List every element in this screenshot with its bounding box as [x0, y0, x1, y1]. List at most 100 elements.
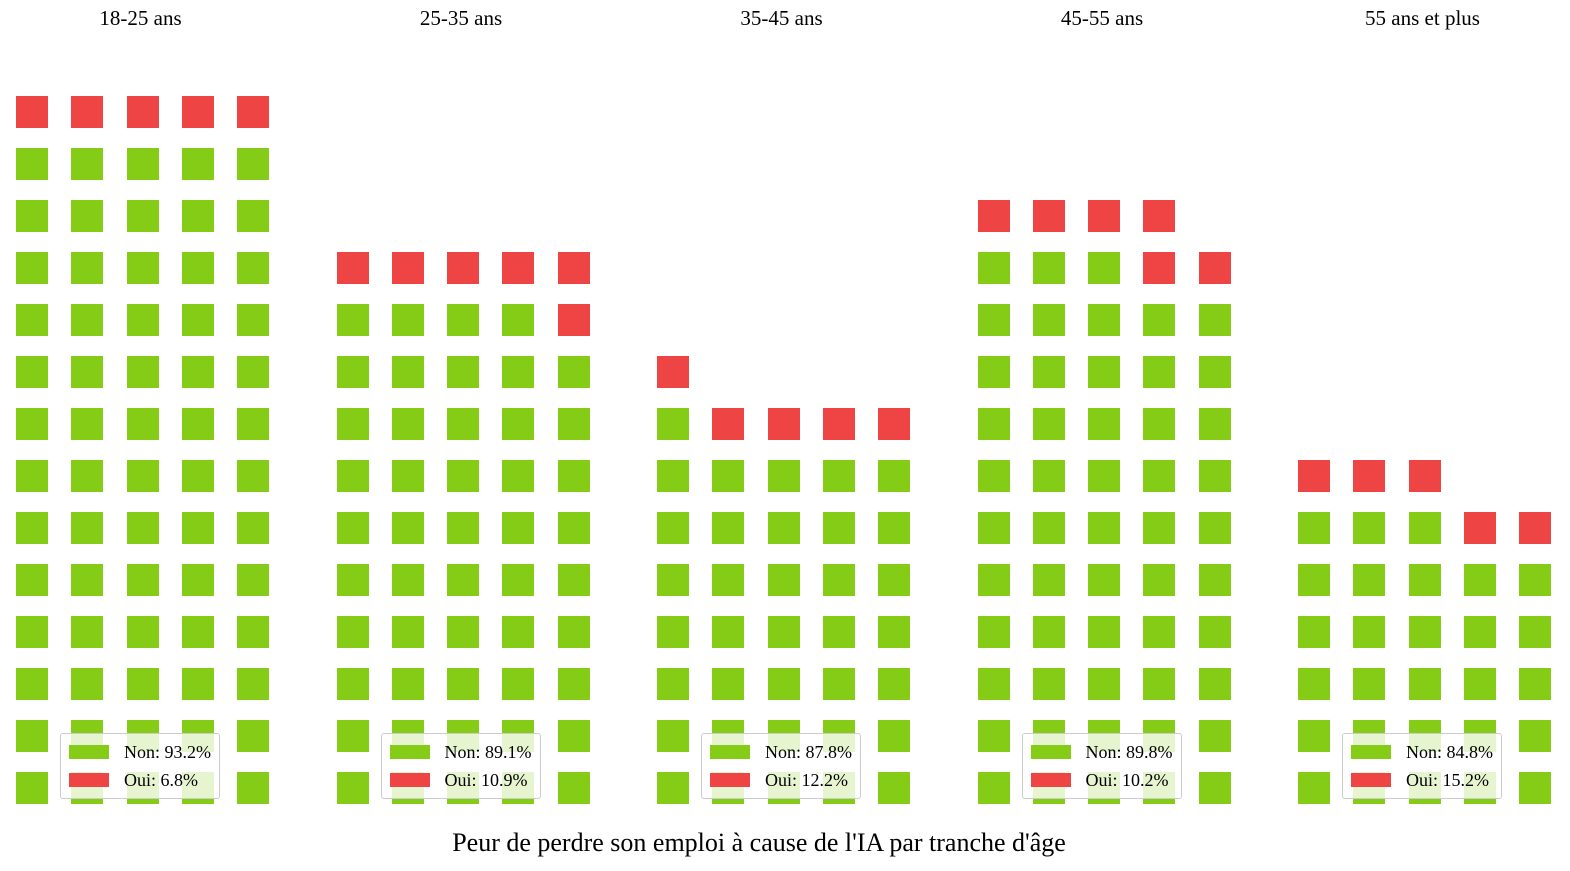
square-non	[126, 460, 159, 492]
square-non	[1088, 460, 1120, 492]
square-non	[502, 564, 535, 596]
legend-swatch	[69, 745, 109, 759]
square-oui	[447, 252, 479, 284]
square-non	[126, 408, 159, 440]
legend-swatch	[1030, 773, 1071, 787]
square-non	[126, 668, 159, 700]
square-non	[336, 408, 369, 440]
square-oui	[126, 96, 159, 128]
square-non	[71, 668, 104, 700]
square-non	[126, 252, 159, 284]
legend-label: Non: 93.2%	[124, 741, 211, 762]
square-non	[181, 148, 214, 180]
square-non	[1032, 564, 1065, 596]
square-non	[977, 252, 1010, 284]
square-non	[1143, 460, 1176, 492]
square-non	[767, 564, 800, 596]
square-non	[391, 668, 424, 700]
square-non	[657, 772, 689, 804]
legend-swatch	[1351, 745, 1391, 759]
square-non	[977, 772, 1010, 804]
legend-label: Oui: 6.8%	[124, 769, 198, 790]
square-non	[71, 148, 104, 180]
legend-entry-non: Non: 89.8%	[1030, 738, 1173, 766]
square-non	[237, 408, 269, 440]
square-oui	[1408, 460, 1441, 492]
square-non	[126, 512, 159, 544]
square-non	[16, 252, 48, 284]
square-non	[391, 616, 424, 648]
square-oui	[181, 96, 214, 128]
square-non	[237, 200, 269, 232]
square-non	[878, 512, 910, 544]
legend-label: Non: 87.8%	[765, 741, 852, 762]
square-non	[16, 720, 48, 752]
square-non	[878, 460, 910, 492]
square-non	[16, 304, 48, 336]
legend-entry-oui: Oui: 10.2%	[1030, 766, 1173, 794]
square-non	[1198, 616, 1231, 648]
square-non	[181, 616, 214, 648]
square-non	[16, 460, 48, 492]
square-non	[502, 668, 535, 700]
square-non	[237, 252, 269, 284]
square-non	[657, 460, 689, 492]
square-non	[1519, 668, 1551, 700]
panel-title: 25-35 ans	[419, 6, 503, 30]
square-non	[237, 512, 269, 544]
square-oui	[71, 96, 104, 128]
square-non	[1408, 512, 1441, 544]
legend: Non: 89.1% Oui: 10.9%	[380, 733, 541, 799]
legend-entry-oui: Oui: 12.2%	[710, 766, 852, 794]
square-non	[502, 512, 535, 544]
square-non	[71, 512, 104, 544]
square-non	[336, 772, 369, 804]
square-non	[181, 356, 214, 388]
panel-55-ans-et-plus: 55 ans et plus Non: 84.8% Oui: 15.2%	[1278, 0, 1570, 871]
square-non	[1143, 512, 1176, 544]
square-non	[126, 200, 159, 232]
square-non	[447, 668, 479, 700]
square-non	[557, 564, 590, 596]
square-non	[391, 408, 424, 440]
square-non	[1298, 512, 1330, 544]
square-non	[878, 668, 910, 700]
square-non	[1463, 616, 1496, 648]
square-non	[977, 564, 1010, 596]
panel-18-25-ans: 18-25 ans Non: 93.2% Oui: 6.8%	[0, 0, 296, 871]
square-oui	[657, 356, 689, 388]
square-non	[977, 304, 1010, 336]
square-non	[1298, 720, 1330, 752]
square-non	[878, 616, 910, 648]
square-non	[657, 720, 689, 752]
square-oui	[712, 408, 745, 440]
legend-entry-non: Non: 93.2%	[69, 738, 211, 766]
square-non	[237, 356, 269, 388]
square-non	[712, 668, 745, 700]
square-non	[1298, 668, 1330, 700]
panel-35-45-ans: 35-45 ans Non: 87.8% Oui: 12.2%	[637, 0, 937, 871]
square-non	[16, 616, 48, 648]
square-non	[336, 512, 369, 544]
square-non	[391, 304, 424, 336]
square-non	[1032, 460, 1065, 492]
legend-swatch	[69, 773, 109, 787]
square-non	[502, 460, 535, 492]
panel-45-55-ans: 45-55 ans Non: 89.8% Oui: 10.2%	[958, 0, 1258, 871]
square-oui	[557, 252, 590, 284]
square-non	[16, 148, 48, 180]
square-non	[181, 564, 214, 596]
square-non	[712, 564, 745, 596]
legend-entry-oui: Oui: 10.9%	[389, 766, 532, 794]
square-non	[878, 772, 910, 804]
square-oui	[1143, 252, 1176, 284]
square-non	[767, 616, 800, 648]
square-non	[71, 564, 104, 596]
legend-label: Non: 84.8%	[1406, 741, 1493, 762]
square-non	[1032, 252, 1065, 284]
square-non	[447, 408, 479, 440]
square-non	[1088, 356, 1120, 388]
square-non	[1463, 668, 1496, 700]
panel-title: 45-55 ans	[1060, 6, 1144, 30]
